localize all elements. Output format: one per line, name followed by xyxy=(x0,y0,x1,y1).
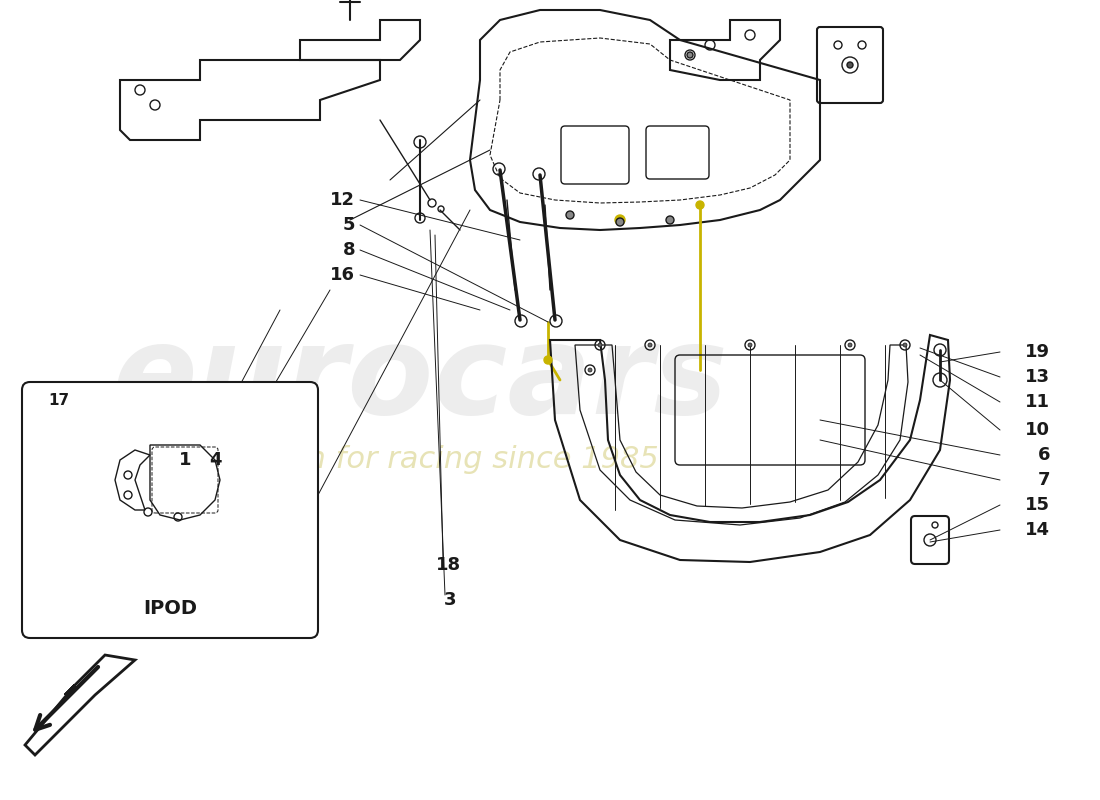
FancyBboxPatch shape xyxy=(22,382,318,638)
Circle shape xyxy=(847,62,852,68)
Text: 10: 10 xyxy=(1025,421,1050,439)
Text: 14: 14 xyxy=(1025,521,1050,539)
Text: 5: 5 xyxy=(342,216,355,234)
Text: 17: 17 xyxy=(48,393,69,408)
Text: 8: 8 xyxy=(342,241,355,259)
Circle shape xyxy=(615,215,625,225)
Text: 4: 4 xyxy=(209,451,221,469)
Circle shape xyxy=(588,368,592,372)
Text: eurocars: eurocars xyxy=(112,319,728,441)
Circle shape xyxy=(748,343,752,347)
Circle shape xyxy=(598,343,602,347)
Text: 18: 18 xyxy=(436,556,461,574)
Text: 15: 15 xyxy=(1025,496,1050,514)
Circle shape xyxy=(696,201,704,209)
Text: 13: 13 xyxy=(1025,368,1050,386)
Text: 19: 19 xyxy=(1025,343,1050,361)
Text: a passion for racing since 1985: a passion for racing since 1985 xyxy=(182,446,659,474)
Text: 11: 11 xyxy=(1025,393,1050,411)
Circle shape xyxy=(544,356,552,364)
Text: 6: 6 xyxy=(1037,446,1050,464)
Circle shape xyxy=(616,218,624,226)
Polygon shape xyxy=(25,655,135,755)
Circle shape xyxy=(903,343,907,347)
Text: 12: 12 xyxy=(330,191,355,209)
Circle shape xyxy=(648,343,652,347)
Text: 7: 7 xyxy=(1037,471,1050,489)
Text: 16: 16 xyxy=(330,266,355,284)
Circle shape xyxy=(688,52,693,58)
Circle shape xyxy=(666,216,674,224)
Circle shape xyxy=(848,343,852,347)
Text: 3: 3 xyxy=(443,591,456,609)
Text: 1: 1 xyxy=(178,451,191,469)
Text: IPOD: IPOD xyxy=(143,599,197,618)
Circle shape xyxy=(566,211,574,219)
